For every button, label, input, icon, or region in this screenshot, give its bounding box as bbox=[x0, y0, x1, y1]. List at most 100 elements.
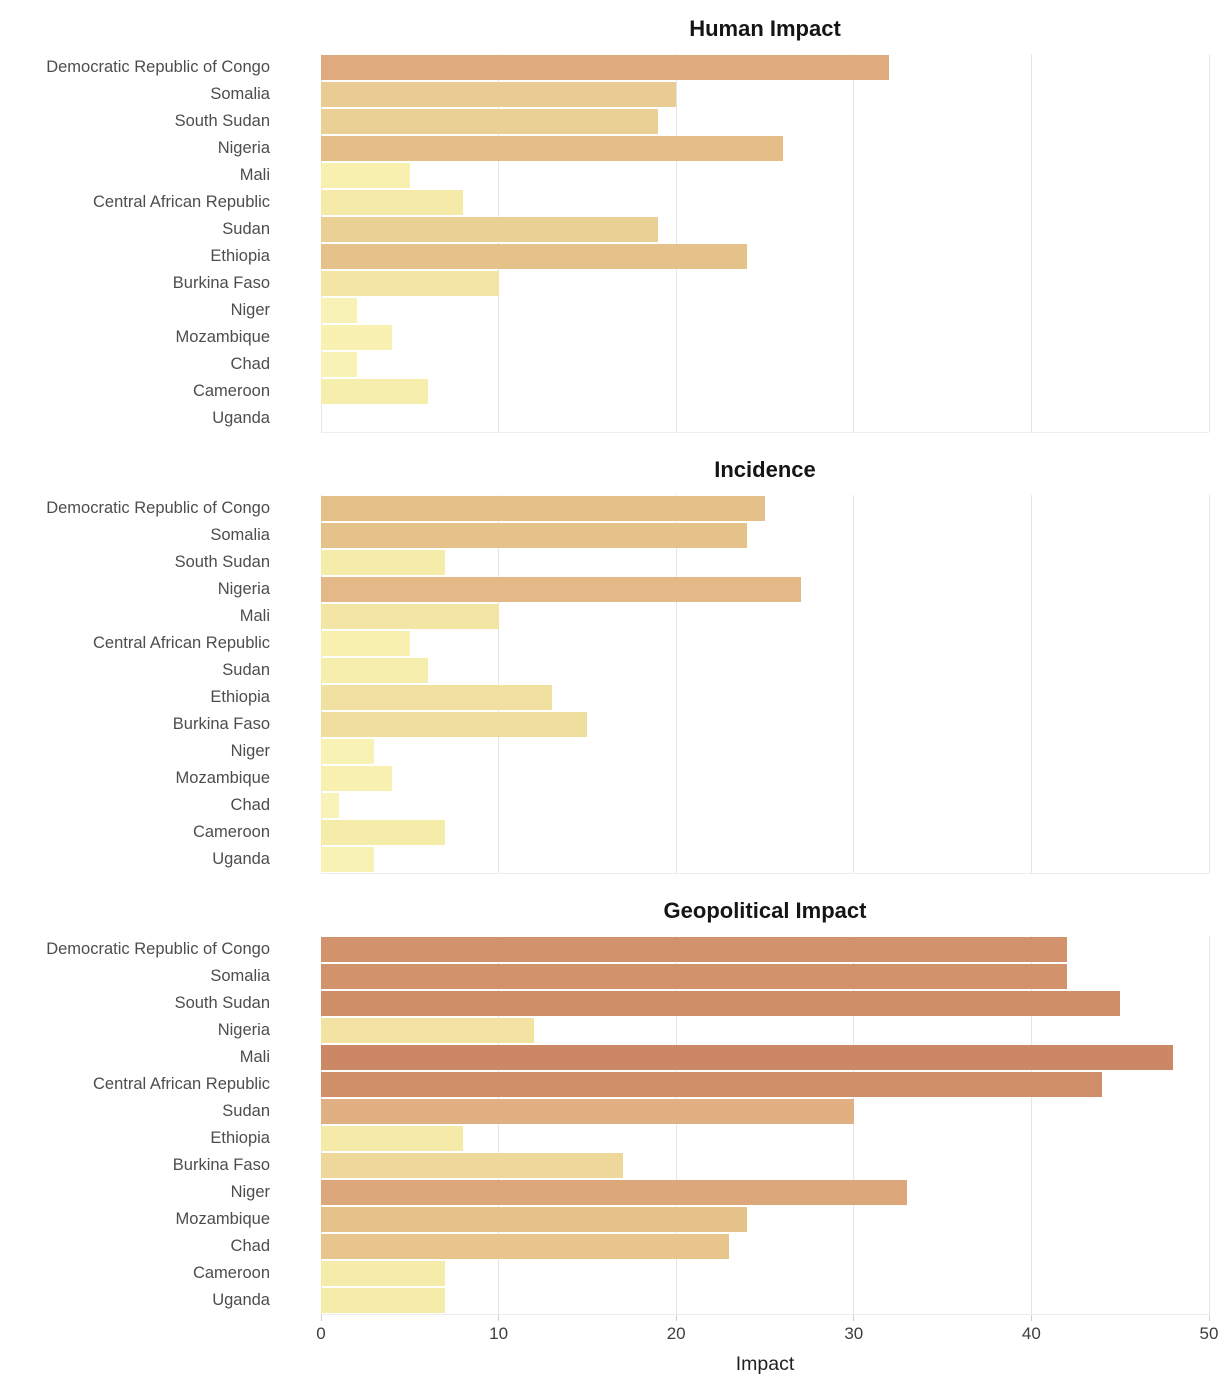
axis-tick bbox=[1030, 1315, 1032, 1321]
bar bbox=[321, 577, 801, 602]
bar-row bbox=[321, 1206, 1209, 1233]
bar-row bbox=[321, 738, 1209, 765]
category-label: Democratic Republic of Congo bbox=[46, 499, 270, 517]
gridline bbox=[675, 936, 677, 1314]
chart-incidence: Incidence Democratic Republic of Congo So… bbox=[0, 457, 1229, 874]
bar-row bbox=[321, 765, 1209, 792]
axis-tick bbox=[320, 1315, 322, 1321]
category-label: Sudan bbox=[222, 661, 270, 679]
bar bbox=[321, 1072, 1103, 1097]
bar-row bbox=[321, 495, 1209, 522]
category-label: Mozambique bbox=[175, 328, 270, 346]
bar-row bbox=[321, 297, 1209, 324]
bar bbox=[321, 217, 659, 242]
category-label: Somalia bbox=[210, 967, 270, 985]
bar-row bbox=[321, 1260, 1209, 1287]
bar bbox=[321, 793, 339, 818]
bar-row bbox=[321, 936, 1209, 963]
bar bbox=[321, 496, 765, 521]
gridline bbox=[675, 54, 677, 432]
category-label: Somalia bbox=[210, 85, 270, 103]
bar-row bbox=[321, 792, 1209, 819]
bar-row bbox=[321, 216, 1209, 243]
category-label: Niger bbox=[230, 301, 270, 319]
gridline bbox=[853, 936, 855, 1314]
axis-tick-label: 10 bbox=[489, 1324, 509, 1343]
category-label: Ethiopia bbox=[210, 247, 270, 265]
bar bbox=[321, 271, 499, 296]
bar bbox=[321, 739, 375, 764]
category-label: South Sudan bbox=[174, 112, 270, 130]
gridline bbox=[320, 495, 322, 873]
category-labels: Democratic Republic of Congo Somalia South… bbox=[0, 936, 270, 1315]
bars bbox=[321, 936, 1209, 1314]
bar-row bbox=[321, 1125, 1209, 1152]
category-label: Cameroon bbox=[192, 382, 270, 400]
bar-row bbox=[321, 81, 1209, 108]
x-axis: 0 10 20 30 40 50 bbox=[316, 1315, 1218, 1351]
category-label: Nigeria bbox=[217, 1021, 270, 1039]
category-label: Chad bbox=[230, 796, 270, 814]
category-label: Burkina Faso bbox=[172, 1156, 270, 1174]
chart-human-impact: Human Impact Democratic Republic of Cong… bbox=[0, 16, 1229, 433]
category-label: Somalia bbox=[210, 526, 270, 544]
chart-body: Democratic Republic of Congo Somalia South… bbox=[0, 936, 1229, 1315]
category-label: Central African Republic bbox=[92, 1075, 270, 1093]
bar-row bbox=[321, 270, 1209, 297]
bar-row bbox=[321, 1233, 1209, 1260]
category-label: Chad bbox=[230, 355, 270, 373]
bar bbox=[321, 325, 393, 350]
bar bbox=[321, 55, 890, 80]
bar bbox=[321, 937, 1067, 962]
category-label: Nigeria bbox=[217, 580, 270, 598]
category-label: South Sudan bbox=[174, 994, 270, 1012]
gridline bbox=[853, 54, 855, 432]
bar bbox=[321, 550, 446, 575]
bar bbox=[321, 604, 499, 629]
plot-area bbox=[320, 54, 1210, 433]
axis-tick-label: 50 bbox=[1199, 1324, 1219, 1343]
axis-tick bbox=[675, 1315, 677, 1321]
bar bbox=[321, 1288, 446, 1313]
bar-row bbox=[321, 1017, 1209, 1044]
bar-row bbox=[321, 603, 1209, 630]
bar-row bbox=[321, 54, 1209, 81]
axis-tick-label: 20 bbox=[666, 1324, 686, 1343]
chart-title: Geopolitical Impact bbox=[663, 898, 867, 923]
bar bbox=[321, 1153, 623, 1178]
bar bbox=[321, 712, 588, 737]
gridline bbox=[320, 54, 322, 432]
bar-row bbox=[321, 108, 1209, 135]
bar bbox=[321, 136, 783, 161]
gridline bbox=[1208, 54, 1210, 432]
bar-row bbox=[321, 576, 1209, 603]
axis-tick-label: 30 bbox=[844, 1324, 864, 1343]
category-label: Burkina Faso bbox=[172, 274, 270, 292]
bar-row bbox=[321, 711, 1209, 738]
category-labels: Democratic Republic of Congo Somalia South… bbox=[0, 54, 270, 433]
gridline bbox=[498, 936, 500, 1314]
bar bbox=[321, 352, 357, 377]
category-label: Chad bbox=[230, 1237, 270, 1255]
bar bbox=[321, 991, 1121, 1016]
bar bbox=[321, 523, 748, 548]
gridline bbox=[498, 54, 500, 432]
category-label: Democratic Republic of Congo bbox=[46, 58, 270, 76]
bar-row bbox=[321, 990, 1209, 1017]
bar bbox=[321, 163, 410, 188]
category-label: Cameroon bbox=[192, 823, 270, 841]
axis-tick-label: 40 bbox=[1021, 1324, 1041, 1343]
category-label: Cameroon bbox=[192, 1264, 270, 1282]
category-label: Mali bbox=[239, 1048, 270, 1066]
category-label: Niger bbox=[230, 742, 270, 760]
bar bbox=[321, 1261, 446, 1286]
category-label: Mali bbox=[239, 166, 270, 184]
bar-row bbox=[321, 1287, 1209, 1314]
bar bbox=[321, 1018, 535, 1043]
plot-area bbox=[320, 936, 1210, 1315]
gridline bbox=[1030, 495, 1032, 873]
bar bbox=[321, 658, 428, 683]
category-label: Mali bbox=[239, 607, 270, 625]
bar bbox=[321, 82, 677, 107]
bar-row bbox=[321, 522, 1209, 549]
